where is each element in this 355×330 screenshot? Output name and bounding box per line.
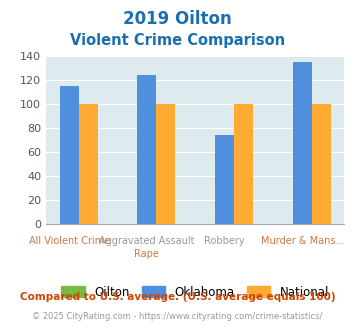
Text: Aggravated Assault: Aggravated Assault — [99, 236, 195, 246]
Bar — [312, 104, 331, 224]
Bar — [137, 75, 157, 224]
Text: Compared to U.S. average. (U.S. average equals 100): Compared to U.S. average. (U.S. average … — [20, 292, 335, 302]
Text: Rape: Rape — [135, 249, 159, 259]
Text: Violent Crime Comparison: Violent Crime Comparison — [70, 33, 285, 48]
Text: Murder & Mans...: Murder & Mans... — [261, 236, 344, 246]
Text: © 2025 CityRating.com - https://www.cityrating.com/crime-statistics/: © 2025 CityRating.com - https://www.city… — [32, 312, 323, 321]
Bar — [215, 135, 234, 224]
Bar — [234, 104, 253, 224]
Bar — [157, 104, 175, 224]
Bar — [60, 86, 79, 224]
Legend: Oilton, Oklahoma, National: Oilton, Oklahoma, National — [57, 281, 334, 303]
Bar — [293, 62, 312, 224]
Text: 2019 Oilton: 2019 Oilton — [123, 10, 232, 28]
Text: All Violent Crime: All Violent Crime — [28, 236, 110, 246]
Text: Robbery: Robbery — [204, 236, 245, 246]
Bar — [79, 104, 98, 224]
